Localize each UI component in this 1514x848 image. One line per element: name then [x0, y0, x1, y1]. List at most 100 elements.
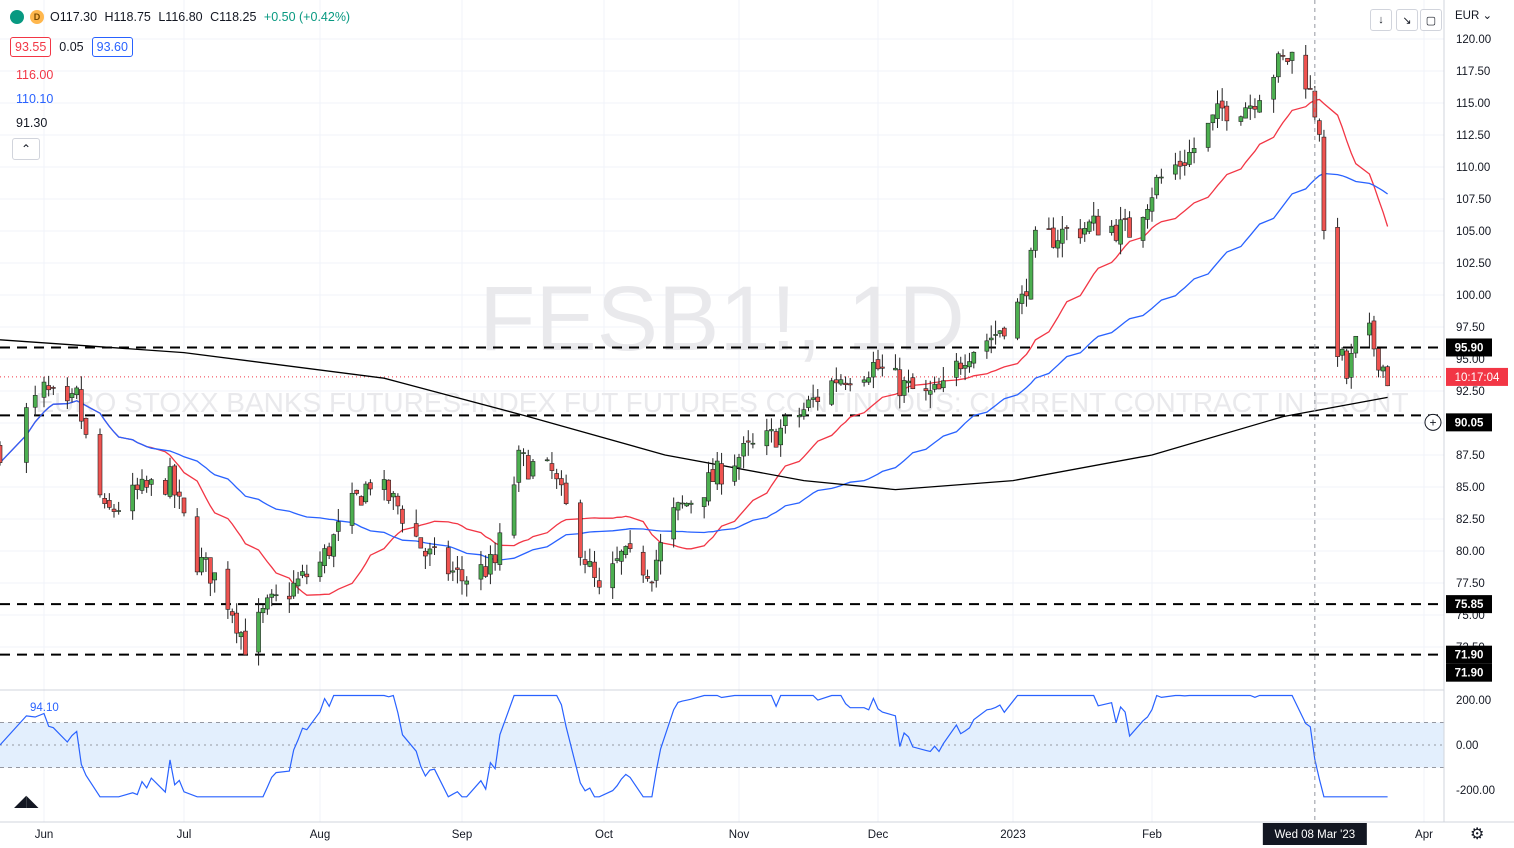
horizontal-levels[interactable]: [0, 346, 1444, 656]
candle-body: [1339, 348, 1345, 356]
candle-body: [1055, 240, 1061, 249]
crosshair-date-label: Wed 08 Mar '23: [1275, 829, 1356, 841]
candle-body: [958, 362, 964, 370]
candle-body: [177, 491, 182, 497]
candle-body: [810, 397, 816, 400]
candle-body: [225, 568, 231, 610]
candle-body: [381, 479, 387, 490]
collapse-button[interactable]: ↘: [1396, 9, 1418, 31]
chevron-up-icon: ⌃: [20, 142, 32, 156]
chevron-down-icon: ⌄: [1482, 10, 1493, 22]
add-alert-plus-icon[interactable]: [1424, 413, 1442, 431]
watermark-description: EURO STOXX BANKS FUTURES-INDEX FUT FUTUR…: [35, 387, 1408, 418]
candle-body: [706, 472, 711, 502]
time-tick-label: Aug: [310, 829, 330, 841]
candle-body: [997, 330, 1003, 334]
ma50-line: [0, 172, 1388, 561]
time-tick-label: Jun: [35, 829, 54, 841]
candle-body: [897, 369, 903, 397]
candle-body: [286, 595, 292, 600]
candle-body: [116, 510, 121, 512]
price-tick-label: 77.50: [1456, 578, 1485, 590]
bid-button[interactable]: 93.55: [10, 37, 52, 57]
candle-body: [866, 377, 872, 383]
candle-body: [967, 361, 972, 368]
candle-body: [363, 483, 369, 503]
candle-body: [923, 388, 929, 392]
candle-body: [645, 576, 650, 579]
candle-body: [847, 383, 853, 386]
candle-body: [582, 559, 588, 565]
countdown-label: 10:17:04: [1455, 372, 1500, 384]
change-value: +0.50 (+0.42%): [263, 10, 351, 24]
candle-body: [563, 482, 569, 504]
candle-body: [432, 546, 437, 548]
maximize-button[interactable]: ▢: [1420, 9, 1442, 31]
scroll-down-button[interactable]: ↓: [1370, 9, 1392, 31]
candle-body: [234, 612, 239, 634]
candle-body: [65, 386, 70, 402]
candle-body: [544, 459, 550, 462]
candle-body: [1353, 335, 1359, 354]
delayed-data-icon[interactable]: D: [30, 10, 44, 24]
candle-body: [229, 611, 235, 616]
candle-body: [32, 395, 38, 408]
candle-body: [107, 500, 112, 508]
level-price-box: [1446, 595, 1492, 614]
candle-body: [51, 387, 56, 389]
candle-body: [368, 482, 373, 490]
candle-body: [971, 351, 977, 364]
ask-button[interactable]: 93.60: [91, 37, 133, 57]
price-tick-label: 117.50: [1456, 66, 1490, 78]
price-tick-label: 97.50: [1456, 322, 1485, 334]
candle-body: [295, 578, 301, 587]
candle-body: [764, 430, 770, 447]
level-price-box: [1446, 338, 1492, 357]
candle-body: [69, 393, 75, 399]
maximize-icon: ▢: [1425, 14, 1437, 27]
collapse-legend-button[interactable]: ⌃: [12, 138, 40, 160]
candle-body: [559, 478, 564, 486]
candle-body: [688, 502, 694, 505]
candle-body: [1015, 301, 1020, 339]
candle-body: [1187, 151, 1192, 165]
candle-body: [962, 365, 968, 369]
candle-body: [1243, 107, 1248, 119]
candle-body: [1140, 217, 1146, 241]
ma20-value: 116.00: [16, 68, 54, 82]
symbol-header: D O117.30 H118.75 L116.80 C118.25 +0.50 …: [10, 10, 354, 24]
ma50-value: 110.10: [16, 92, 54, 106]
candle-body: [1285, 57, 1290, 63]
price-tick-label: 95.00: [1456, 354, 1485, 366]
gear-icon[interactable]: ⚙: [1470, 826, 1485, 843]
candle-body: [488, 553, 493, 575]
candle-body: [238, 632, 244, 638]
candle-body: [1289, 51, 1295, 61]
candle-body: [395, 495, 401, 507]
candle-body: [390, 492, 396, 498]
low-value: L116.80: [158, 10, 203, 24]
candle-body: [300, 571, 305, 576]
candle-body: [578, 502, 583, 558]
candle-body: [511, 484, 517, 536]
tradingview-logo-icon[interactable]: ◢◣: [14, 791, 39, 810]
candle-body: [1046, 228, 1052, 230]
candle-body: [592, 561, 597, 578]
candle-body: [675, 502, 681, 511]
candle-body: [400, 508, 405, 524]
candle-body: [24, 407, 29, 463]
candle-body: [1257, 100, 1262, 113]
level-price-label: 71.90: [1455, 668, 1484, 680]
candle-body: [1159, 176, 1164, 179]
cci-tick-label: -200.00: [1456, 785, 1495, 797]
currency-selector[interactable]: EUR ⌄: [1455, 10, 1493, 22]
time-tick-label: Jul: [177, 829, 192, 841]
candle-body: [671, 507, 676, 540]
candle-body: [1215, 103, 1220, 119]
candle-body: [273, 594, 279, 597]
candle-body: [993, 334, 998, 336]
price-tick-label: 100.00: [1456, 290, 1491, 302]
candle-body: [1191, 148, 1197, 154]
